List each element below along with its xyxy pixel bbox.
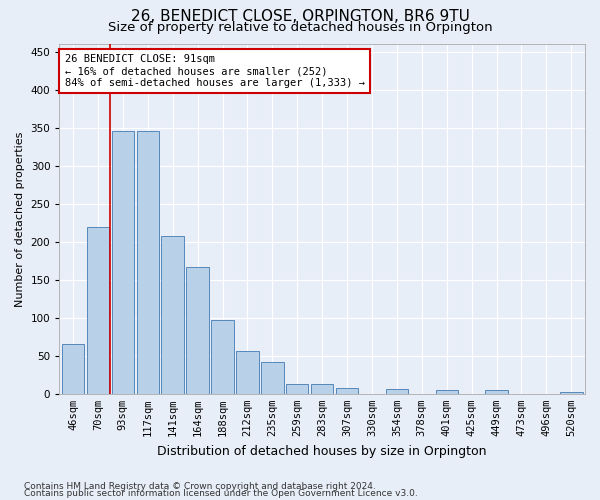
Text: 26, BENEDICT CLOSE, ORPINGTON, BR6 9TU: 26, BENEDICT CLOSE, ORPINGTON, BR6 9TU (131, 9, 469, 24)
Bar (485, 390, 508, 394)
Text: Contains public sector information licensed under the Open Government Licence v3: Contains public sector information licen… (24, 489, 418, 498)
Text: Size of property relative to detached houses in Orpington: Size of property relative to detached ho… (107, 22, 493, 35)
Bar (62, 344, 84, 394)
Bar (87, 226, 109, 394)
Bar (336, 388, 358, 394)
Bar (112, 132, 134, 394)
Bar (161, 236, 184, 394)
Bar (137, 132, 159, 394)
Bar (560, 392, 583, 394)
Text: 26 BENEDICT CLOSE: 91sqm
← 16% of detached houses are smaller (252)
84% of semi-: 26 BENEDICT CLOSE: 91sqm ← 16% of detach… (65, 54, 365, 88)
Text: Contains HM Land Registry data © Crown copyright and database right 2024.: Contains HM Land Registry data © Crown c… (24, 482, 376, 491)
Bar (311, 384, 334, 394)
Bar (436, 390, 458, 394)
Bar (211, 320, 234, 394)
Bar (236, 351, 259, 394)
Y-axis label: Number of detached properties: Number of detached properties (15, 131, 25, 306)
X-axis label: Distribution of detached houses by size in Orpington: Distribution of detached houses by size … (157, 444, 487, 458)
Bar (286, 384, 308, 394)
Bar (187, 267, 209, 394)
Bar (261, 362, 284, 394)
Bar (386, 389, 408, 394)
